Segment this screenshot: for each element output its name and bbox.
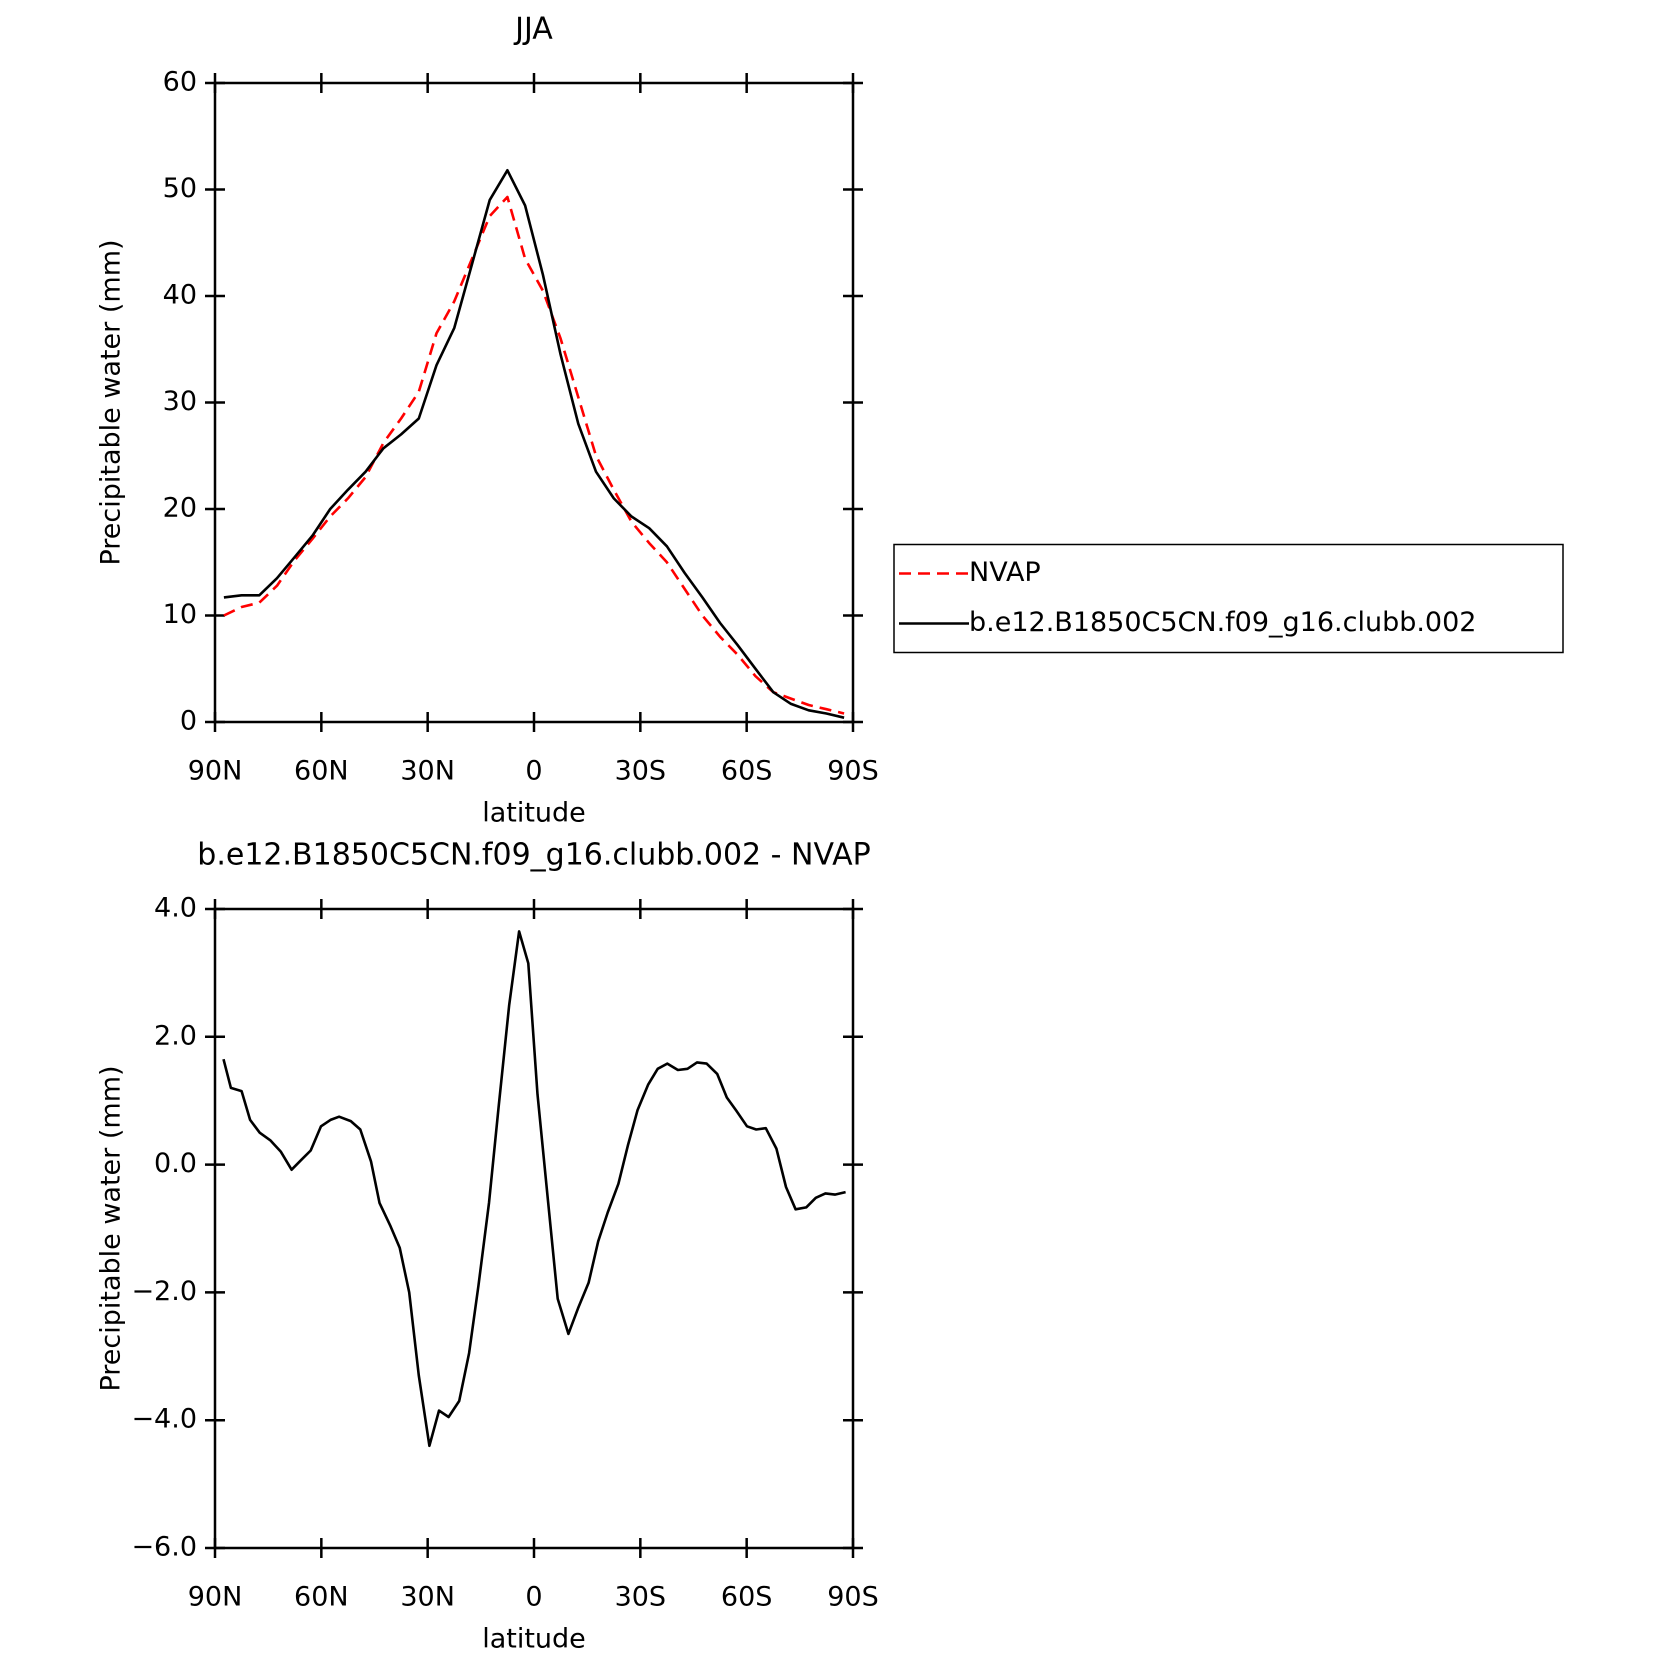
x-tick-label: 0	[525, 1582, 542, 1613]
y-tick-label: 50	[163, 173, 197, 204]
data-line	[223, 169, 845, 719]
x-tick-label: 90N	[188, 756, 243, 787]
y-tick-label: 40	[163, 280, 197, 311]
data-line	[223, 195, 845, 715]
chart-title: JJA	[513, 12, 553, 47]
y-tick-label: −2.0	[131, 1276, 197, 1307]
y-axis-label: Precipitable water (mm)	[96, 239, 127, 565]
x-tick-label: 90S	[827, 1582, 879, 1613]
y-tick-label: −6.0	[131, 1532, 197, 1563]
x-tick-label: 90S	[827, 756, 879, 787]
y-tick-label: 4.0	[154, 893, 197, 924]
x-tick-label: 60N	[294, 1582, 349, 1613]
x-tick-label: 30S	[615, 756, 667, 787]
y-tick-label: 30	[163, 386, 197, 417]
x-tick-label: 30N	[400, 756, 455, 787]
x-tick-label: 60S	[721, 756, 773, 787]
x-tick-label: 30S	[615, 1582, 667, 1613]
y-tick-label: 60	[163, 67, 197, 98]
legend-box	[893, 543, 1564, 654]
x-tick-label: 90N	[188, 1582, 243, 1613]
plot-frame	[213, 907, 855, 1550]
data-line	[222, 930, 846, 1448]
x-axis-label: latitude	[482, 1624, 586, 1655]
y-tick-label: 0.0	[154, 1148, 197, 1179]
plot-frame	[213, 81, 855, 724]
chart-title: b.e12.B1850C5CN.f09_g16.clubb.002 - NVAP	[197, 838, 870, 873]
legend-label: b.e12.B1850C5CN.f09_g16.clubb.002	[969, 607, 1476, 638]
x-axis-label: latitude	[482, 798, 586, 829]
x-tick-label: 0	[525, 756, 542, 787]
y-tick-label: 2.0	[154, 1020, 197, 1051]
legend-label: NVAP	[969, 557, 1041, 588]
y-tick-label: 0	[180, 706, 197, 737]
y-tick-label: −4.0	[131, 1404, 197, 1435]
y-axis-label: Precipitable water (mm)	[96, 1065, 127, 1391]
y-tick-label: 20	[163, 493, 197, 524]
y-tick-label: 10	[163, 599, 197, 630]
x-tick-label: 30N	[400, 1582, 455, 1613]
x-tick-label: 60N	[294, 756, 349, 787]
x-tick-label: 60S	[721, 1582, 773, 1613]
